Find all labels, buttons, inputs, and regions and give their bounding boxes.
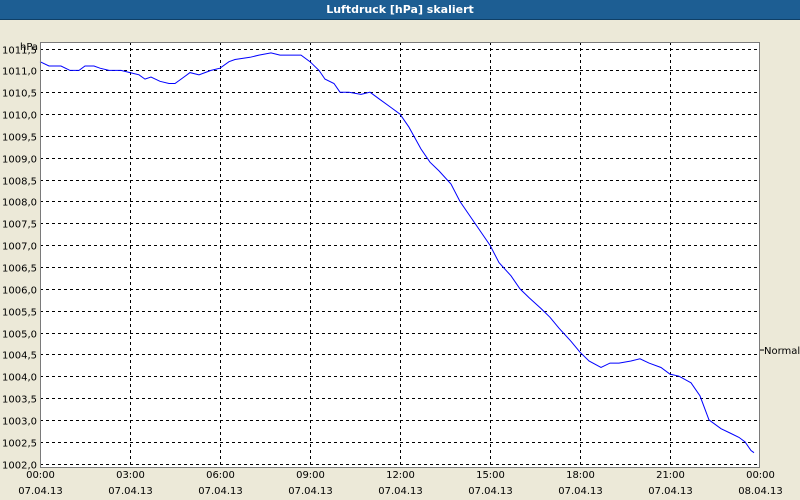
grid-lines	[40, 42, 760, 468]
x-tick-date-label: 07.04.13	[198, 486, 243, 497]
y-tick-label: 1011,0	[2, 67, 37, 78]
plot-border	[40, 42, 760, 468]
title-bar: Luftdruck [hPa] skaliert	[0, 0, 800, 20]
y-tick-label: 1002,0	[2, 461, 37, 472]
x-tick-time-label: 21:00	[656, 470, 685, 481]
y-tick-label: 1008,0	[2, 198, 37, 209]
x-tick-time-label: 00:00	[26, 470, 55, 481]
series-layer	[39, 52, 755, 454]
y-tick-label: 1005,0	[2, 330, 37, 341]
x-tick-date-label: 07.04.13	[18, 486, 63, 497]
chart-title: Luftdruck [hPa] skaliert	[326, 3, 474, 16]
y-tick-label: 1010,0	[2, 111, 37, 122]
x-tick-date-label: 07.04.13	[108, 486, 153, 497]
x-tick-time-label: 18:00	[566, 470, 595, 481]
reference-line-label: Normal	[764, 346, 800, 357]
x-tick-date-label: 07.04.13	[558, 486, 603, 497]
x-tick-date-label: 07.04.13	[378, 486, 423, 497]
y-tick-label: 1009,5	[2, 133, 37, 144]
y-tick-label: 1006,0	[2, 286, 37, 297]
y-tick-label: 1011,5	[2, 46, 37, 57]
y-tick-label: 1005,5	[2, 308, 37, 319]
x-tick-time-label: 06:00	[206, 470, 235, 481]
x-tick-date-label: 07.04.13	[288, 486, 333, 497]
y-axis-ticks: 1002,0 1002,5 1003,0 1003,5 1004,0 1004,5 1005…	[2, 46, 37, 472]
x-tick-time-label: 03:00	[116, 470, 145, 481]
x-tick-date-label: 07.04.13	[648, 486, 693, 497]
y-tick-label: 1008,5	[2, 177, 37, 188]
x-tick-date-label: 07.04.13	[468, 486, 513, 497]
y-tick-label: 1004,0	[2, 373, 37, 384]
y-tick-label: 1003,5	[2, 395, 37, 406]
x-tick-time-label: 12:00	[386, 470, 415, 481]
pressure-chart: 1002,0 1002,5 1003,0 1003,5 1004,0 1004,5 1005…	[2, 42, 800, 497]
y-tick-label: 1002,5	[2, 439, 37, 450]
y-tick-label: 1006,5	[2, 264, 37, 275]
x-axis-ticks: 00:00 07.04.13 03:00 07.04.13 06:00 07.04.13 0…	[18, 470, 783, 497]
y-tick-label: 1009,0	[2, 155, 37, 166]
x-tick-time-label: 09:00	[296, 470, 325, 481]
y-tick-label: 1007,5	[2, 220, 37, 231]
y-tick-label: 1004,5	[2, 351, 37, 362]
y-tick-label: 1003,0	[2, 417, 37, 428]
series-line-luftdruck	[39, 52, 755, 454]
x-tick-date-label: 08.04.13	[738, 486, 783, 497]
x-tick-time-label: 15:00	[476, 470, 505, 481]
y-tick-label: 1007,0	[2, 242, 37, 253]
y-tick-label: 1010,5	[2, 89, 37, 100]
y-axis-unit-label: hPa	[20, 42, 38, 53]
x-tick-time-label: 00:00	[746, 470, 775, 481]
